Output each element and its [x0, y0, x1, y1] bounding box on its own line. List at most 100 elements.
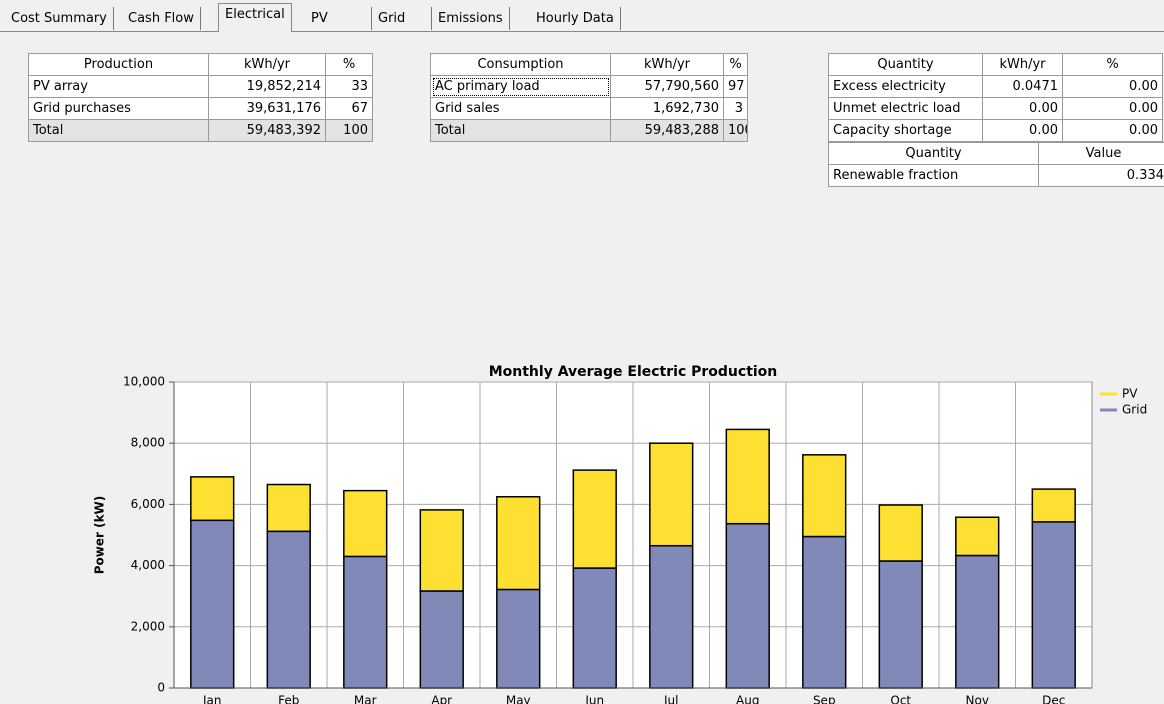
y-axis-label: Power (kW) [93, 496, 107, 575]
y-tick-label: 0 [157, 681, 165, 695]
bar-segment [725, 522, 770, 689]
bar-segment [572, 567, 617, 689]
column-header: kWh/yr [208, 53, 326, 76]
cell: 0.00 [1062, 119, 1163, 142]
column-header: kWh/yr [610, 53, 724, 76]
column-header: % [723, 53, 748, 76]
cell: 3 [723, 97, 748, 120]
x-tick-label: Sep [813, 694, 836, 704]
x-tick-label: Feb [278, 694, 299, 704]
cell: 100 [723, 119, 748, 142]
cell: PV array [28, 75, 209, 98]
x-tick-label: Jan [202, 694, 222, 704]
table: Quantity Value Renewable fraction 0.334 [828, 142, 1164, 187]
column-header: Quantity [828, 142, 1039, 165]
cell: 0.334 [1038, 164, 1164, 187]
cell: 39,631,176 [208, 97, 326, 120]
bar-segment [802, 535, 847, 689]
cell: Renewable fraction [828, 164, 1039, 187]
column-header: % [325, 53, 373, 76]
bar-segment [266, 530, 311, 689]
x-tick-label: Oct [890, 694, 911, 704]
bar-segment [878, 560, 923, 689]
cell: Grid purchases [28, 97, 209, 120]
tab[interactable]: Cost Summary [5, 7, 114, 30]
bar-segment [343, 489, 388, 558]
bar-segment [878, 504, 923, 562]
column-header: % [1062, 53, 1163, 76]
table: Consumption kWh/yr% AC primary load 57,790,… [430, 53, 748, 142]
cell: 100 [325, 119, 373, 142]
cell: 67 [325, 97, 373, 120]
cell: 0.0471 [982, 75, 1063, 98]
tab[interactable]: Grid [372, 7, 432, 30]
bar-segment [1031, 488, 1076, 523]
bar-segment [649, 544, 694, 689]
bar-segment [496, 588, 541, 689]
tab[interactable]: Cash Flow [122, 7, 201, 30]
cell: Total [430, 119, 611, 142]
cell: 0.00 [1062, 97, 1163, 120]
bar-segment [802, 454, 847, 538]
chart-title: Monthly Average Electric Production [489, 364, 778, 380]
bar-segment [419, 590, 464, 689]
cell: Capacity shortage [828, 119, 983, 142]
cell: AC primary load [430, 75, 611, 98]
bar-segment [266, 483, 311, 533]
cell: Excess electricity [828, 75, 983, 98]
cell: 59,483,288 [610, 119, 724, 142]
bar-segment [955, 554, 1000, 689]
bar-segment [496, 496, 541, 591]
cell: 0.00 [982, 97, 1063, 120]
x-tick-label: Dec [1042, 694, 1065, 704]
tab-bar: Cost Summary Cash Flow Electrical PV Gri… [0, 0, 1164, 32]
bar-segment [190, 519, 235, 689]
y-tick-label: 6,000 [131, 497, 165, 511]
cell: 1,692,730 [610, 97, 724, 120]
bar-segment [419, 509, 464, 592]
tab[interactable]: Hourly Data [530, 7, 621, 30]
cell: 19,852,214 [208, 75, 326, 98]
bar-segment [572, 469, 617, 569]
x-tick-label: Jun [584, 694, 604, 704]
table: Quantity kWh/yr% Excess electricity 0.0471 0… [828, 53, 1163, 142]
cell: Total [28, 119, 209, 142]
x-tick-label: Aug [736, 694, 759, 704]
bar-segment [190, 476, 235, 522]
column-header: Consumption [430, 53, 611, 76]
x-tick-label: May [506, 694, 531, 704]
column-header: Production [28, 53, 209, 76]
y-tick-label: 2,000 [131, 619, 165, 633]
y-tick-label: 10,000 [123, 375, 165, 389]
column-header: Value [1038, 142, 1164, 165]
x-tick-label: Mar [354, 694, 377, 704]
legend-label: PV [1122, 387, 1138, 401]
column-header: kWh/yr [982, 53, 1063, 76]
legend-label: Grid [1122, 403, 1147, 417]
y-tick-label: 4,000 [131, 558, 165, 572]
cell: 0.00 [982, 119, 1063, 142]
bar-segment [955, 516, 1000, 557]
x-tick-label: Nov [966, 694, 989, 704]
bar-segment [1031, 521, 1076, 689]
chart: Monthly Average Electric Production Power… [93, 364, 1148, 704]
column-header: Quantity [828, 53, 983, 76]
cell: Grid sales [430, 97, 611, 120]
table: Production kWh/yr% PV array 19,852,214 33 Gri… [28, 53, 373, 142]
x-tick-label: Apr [431, 694, 452, 704]
cell: 0.00 [1062, 75, 1163, 98]
cell: 33 [325, 75, 373, 98]
tab[interactable]: PV [305, 7, 372, 30]
tab[interactable]: Electrical [218, 3, 292, 32]
cell: 59,483,392 [208, 119, 326, 142]
bar-segment [649, 442, 694, 547]
tab[interactable]: Emissions [432, 7, 510, 30]
bar-segment [725, 428, 770, 525]
x-tick-label: Jul [663, 694, 678, 704]
cell: 57,790,560 [610, 75, 724, 98]
cell: 97 [723, 75, 748, 98]
cell: Unmet electric load [828, 97, 983, 120]
bar-segment [343, 555, 388, 689]
y-tick-label: 8,000 [131, 436, 165, 450]
